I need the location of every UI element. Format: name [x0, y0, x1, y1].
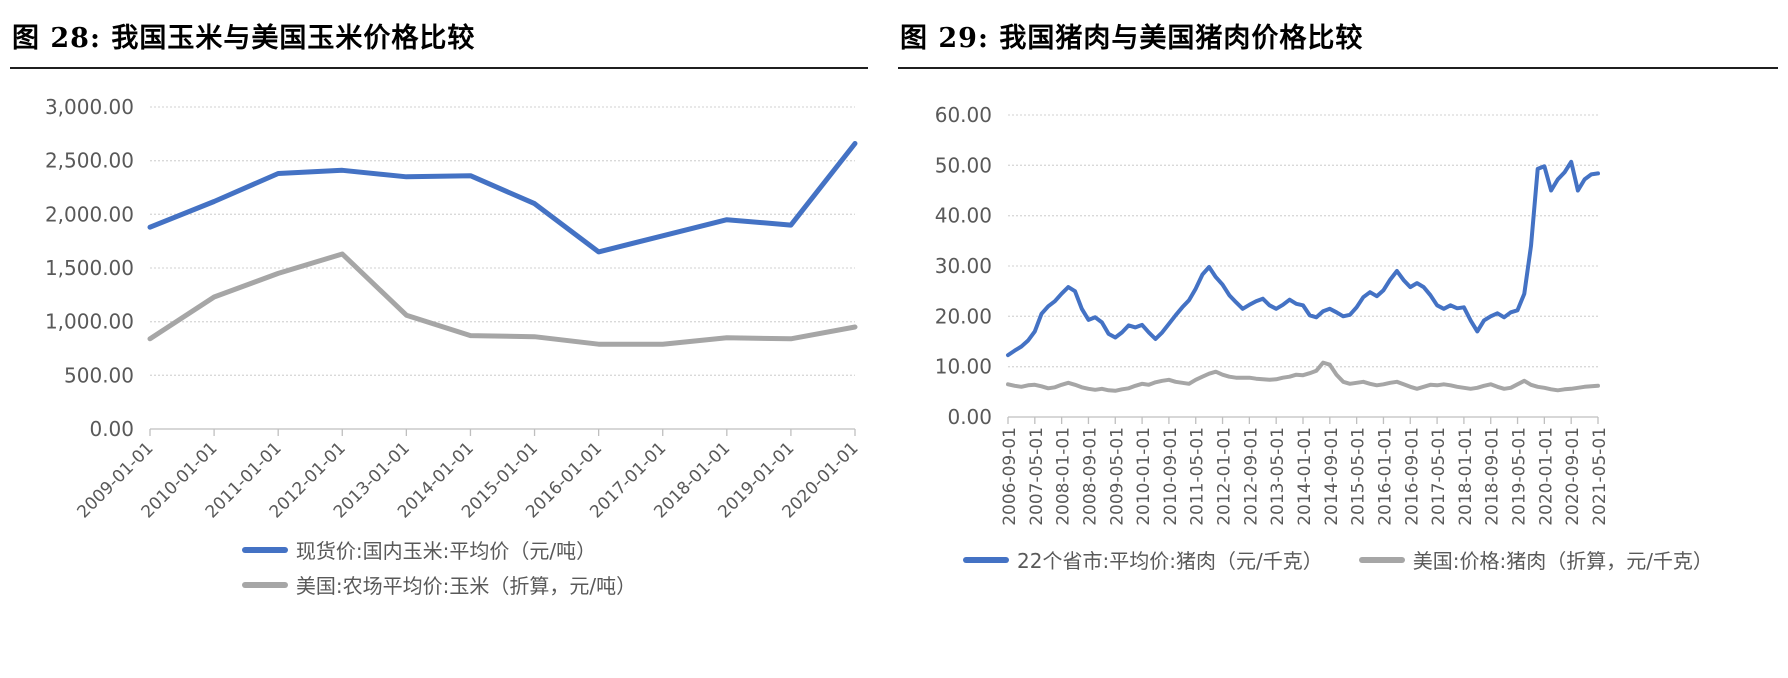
x-axis-tick-label: 2016-09-01 [1402, 427, 1422, 526]
legend-label: 现货价:国内玉米:平均价（元/吨） [295, 539, 597, 563]
corn-line-chart: 0.00 500.00 1,000.00 1,500.00 2,000.00 2,500.… [45, 95, 863, 522]
series-line-1 [1006, 360, 1600, 393]
y-axis-tick-label: 1,000.00 [45, 310, 134, 334]
y-axis-tick-label: 3,000.00 [45, 95, 134, 119]
x-axis-tick-label: 2015-05-01 [1349, 427, 1369, 526]
x-axis-tick-label: 2017-05-01 [1429, 427, 1449, 526]
y-axis-tick-label: 40.00 [935, 204, 992, 228]
y-axis-tick-label: 500.00 [64, 363, 134, 387]
series-line-0 [1006, 159, 1600, 358]
x-axis-tick-label: 2007-05-01 [1027, 427, 1047, 526]
legend-line-swatch [241, 581, 288, 588]
legend-item-0: 22个省市:平均价:猪肉（元/千克） [963, 545, 1323, 574]
x-axis-tick-label: 2020-01-01 [1536, 427, 1556, 526]
y-axis-tick-label: 2,500.00 [45, 149, 134, 173]
x-axis-tick-label: 2018-01-01 [1456, 427, 1476, 526]
y-axis-tick-label: 10.00 [935, 355, 992, 379]
corn-chart-legend: 现货价:国内玉米:平均价（元/吨） 美国:农场平均价:玉米（折算，元/吨） [10, 529, 868, 605]
x-axis-tick-label: 2012-09-01 [1241, 427, 1261, 526]
pork-chart-legend: 22个省市:平均价:猪肉（元/千克） 美国:价格:猪肉（折算，元/千克） [898, 543, 1778, 574]
y-axis-tick-label: 0.00 [89, 417, 134, 441]
figure-28-title: 图 28: 我国玉米与美国玉米价格比较 [10, 6, 868, 69]
x-axis-tick-label: 2006-09-01 [1000, 427, 1020, 526]
x-axis-tick-label: 2012-01-01 [1215, 427, 1235, 526]
y-axis-tick-label: 20.00 [935, 304, 992, 328]
legend-line-swatch [1358, 556, 1405, 563]
legend-item-1: 美国:价格:猪肉（折算，元/千克） [1358, 545, 1713, 574]
corn-chart-area: 0.00 500.00 1,000.00 1,500.00 2,000.00 2,500.… [10, 69, 868, 529]
x-axis-tick-label: 2016-01-01 [1375, 427, 1395, 526]
x-axis-tick-label: 2018-09-01 [1483, 427, 1503, 526]
series-line-1 [147, 251, 858, 347]
y-axis-tick-label: 1,500.00 [45, 256, 134, 280]
x-axis-tick-label: 2009-05-01 [1107, 427, 1127, 526]
y-axis-tick-label: 60.00 [935, 103, 992, 127]
y-axis-tick-label: 2,000.00 [45, 202, 134, 226]
x-axis-tick-label: 2008-01-01 [1054, 427, 1074, 526]
x-axis-tick-label: 2008-09-01 [1080, 427, 1100, 526]
legend-label: 22个省市:平均价:猪肉（元/千克） [1017, 549, 1323, 573]
y-axis-tick-label: 50.00 [935, 153, 992, 177]
figure-29-title: 图 29: 我国猪肉与美国猪肉价格比较 [898, 6, 1778, 69]
y-axis-tick-label: 30.00 [935, 254, 992, 278]
figure-29-pork-price-panel: 图 29: 我国猪肉与美国猪肉价格比较 0.00 10.00 20.00 30.00 4… [898, 6, 1778, 678]
pork-chart-area: 0.00 10.00 20.00 30.00 40.00 50.00 60.00 2006-0… [898, 69, 1778, 543]
figure-28-corn-price-panel: 图 28: 我国玉米与美国玉米价格比较 0.00 500.00 1,000.00 1,… [10, 6, 868, 678]
x-axis-tick-label: 2014-09-01 [1322, 427, 1342, 526]
legend-line-swatch [241, 546, 288, 553]
x-axis-tick-label: 2010-09-01 [1161, 427, 1181, 526]
y-axis-tick-label: 0.00 [947, 405, 992, 429]
pork-line-chart: 0.00 10.00 20.00 30.00 40.00 50.00 60.00 2006-0… [935, 103, 1610, 526]
x-axis-tick-label: 2010-01-01 [1134, 427, 1154, 526]
legend-line-swatch [963, 556, 1010, 563]
legend-item-0: 现货价:国内玉米:平均价（元/吨） [241, 535, 636, 564]
x-axis-tick-label: 2019-05-01 [1510, 427, 1530, 526]
legend-label: 美国:农场平均价:玉米（折算，元/吨） [295, 574, 637, 598]
legend-label: 美国:价格:猪肉（折算，元/千克） [1412, 549, 1713, 573]
x-axis-tick-label: 2013-05-01 [1268, 427, 1288, 526]
series-line-0 [147, 141, 858, 255]
x-axis-tick-label: 2011-05-01 [1188, 427, 1208, 526]
x-axis-tick-label: 2021-05-01 [1590, 427, 1610, 526]
x-axis-tick-label: 2020-09-01 [1563, 427, 1583, 526]
legend-item-1: 美国:农场平均价:玉米（折算，元/吨） [241, 570, 637, 599]
x-axis-tick-label: 2014-01-01 [1295, 427, 1315, 526]
